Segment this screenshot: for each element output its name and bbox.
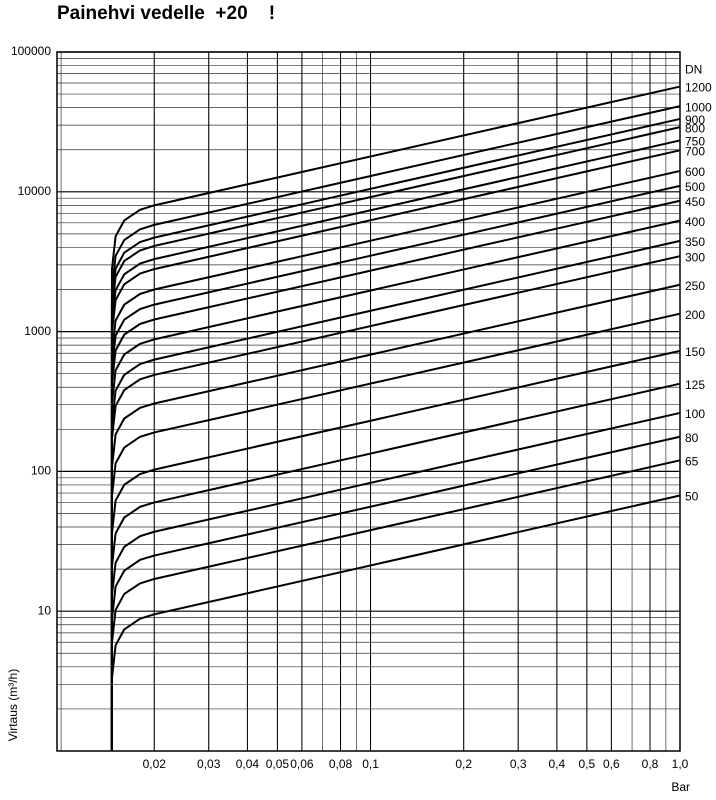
series-label: 600: [685, 165, 705, 179]
series-line: [110, 139, 681, 751]
series-line: [110, 219, 681, 751]
series-line: [110, 85, 681, 751]
series-label: 80: [685, 431, 699, 445]
series-label: 300: [685, 250, 705, 264]
x-tick-label: 0,04: [236, 757, 260, 771]
y-tick-label: 100000: [11, 44, 51, 58]
y-tick-label: 10: [38, 603, 52, 617]
y-tick-label: 100: [31, 464, 51, 478]
series-line: [110, 435, 681, 751]
series-label: 200: [685, 308, 705, 322]
series-line: [110, 169, 681, 751]
series-label: 450: [685, 195, 705, 209]
series-label: 500: [685, 180, 705, 194]
series-label: 50: [685, 490, 699, 504]
x-tick-label: 0,3: [510, 757, 527, 771]
series-label: 1000: [685, 100, 712, 114]
series-label: 750: [685, 135, 705, 149]
series-line: [110, 126, 681, 751]
x-tick-label: 0,08: [329, 757, 353, 771]
series-line: [110, 184, 681, 751]
plot-frame: [56, 51, 681, 752]
chart-title: Painehvi vedelle +20 !: [57, 3, 275, 24]
series-label: 700: [685, 144, 705, 158]
y-tick-label: 1000: [24, 324, 51, 338]
x-tick-label: 0,03: [197, 757, 221, 771]
series-label: 400: [685, 215, 705, 229]
series-label: 65: [685, 455, 699, 469]
y-tick-label: 10000: [18, 184, 52, 198]
series-label: 900: [685, 113, 705, 127]
x-tick-label: 1,0: [672, 757, 689, 771]
y-axis-label: Virtaus (m³/h): [6, 669, 20, 741]
x-tick-label: 0,6: [603, 757, 620, 771]
series-line: [110, 494, 681, 751]
series-line: [110, 382, 681, 751]
x-tick-label: 0,2: [455, 757, 472, 771]
series-label: 150: [685, 345, 705, 359]
series-line: [110, 199, 681, 751]
series-label: 350: [685, 235, 705, 249]
series-line: [110, 349, 681, 751]
x-tick-label: 0,1: [362, 757, 379, 771]
series-line: [110, 105, 681, 751]
series-line: [110, 239, 681, 751]
series-line: [110, 283, 681, 751]
x-axis-label: Bar: [671, 780, 690, 794]
x-tick-label: 0,06: [290, 757, 314, 771]
series-label: 800: [685, 121, 705, 135]
x-tick-label: 0,4: [549, 757, 566, 771]
series-line: [110, 312, 681, 751]
series-line: [110, 411, 681, 751]
series-line: [110, 149, 681, 751]
series-label: 125: [685, 378, 705, 392]
x-tick-label: 0,8: [642, 757, 659, 771]
series-line: [110, 255, 681, 751]
x-tick-label: 0,05: [266, 757, 290, 771]
series-label: 100: [685, 407, 705, 421]
series-line: [110, 459, 681, 751]
x-tick-label: 0,02: [143, 757, 167, 771]
x-tick-label: 0,5: [579, 757, 596, 771]
series-label: 1200: [685, 81, 712, 95]
series-label: 250: [685, 279, 705, 293]
legend-title: DN: [685, 63, 702, 77]
